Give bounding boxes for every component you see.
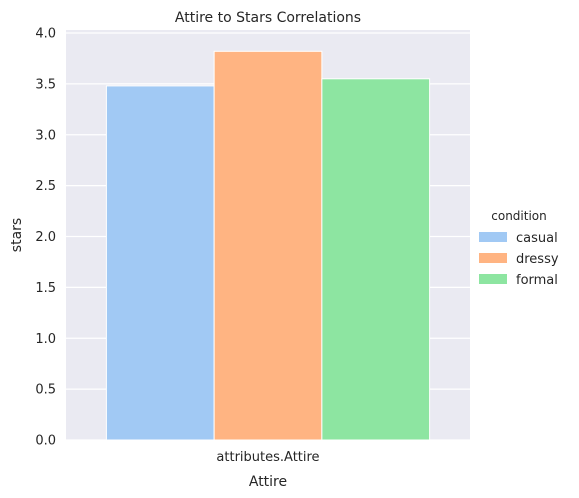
y-tick-label: 3.0 <box>35 128 56 143</box>
y-tick-label: 4.0 <box>35 27 56 42</box>
x-tick-labels: attributes.Attire <box>216 450 319 465</box>
legend-label-casual: casual <box>516 231 558 246</box>
legend-label-formal: formal <box>516 273 558 288</box>
legend-swatch-formal <box>479 274 507 284</box>
chart-title: Attire to Stars Correlations <box>175 10 361 26</box>
y-axis-label: stars <box>9 218 25 252</box>
legend-swatch-casual <box>479 232 507 242</box>
x-tick-label: attributes.Attire <box>216 450 319 465</box>
y-tick-label: 1.5 <box>35 281 56 296</box>
y-tick-labels: 0.0 0.5 1.0 1.5 2.0 2.5 3.0 3.5 4.0 <box>35 27 56 449</box>
bar-casual <box>105 85 215 441</box>
legend-swatch-dressy <box>479 253 507 263</box>
bars <box>105 50 431 441</box>
legend: condition casual dressy formal <box>479 209 559 288</box>
y-tick-label: 2.0 <box>35 230 56 245</box>
legend-title: condition <box>491 209 546 223</box>
bar-formal <box>321 78 431 441</box>
y-tick-label: 3.5 <box>35 77 56 92</box>
x-axis-label: Attire <box>249 474 287 490</box>
y-tick-label: 1.0 <box>35 332 56 347</box>
bar-dressy <box>213 50 323 441</box>
y-tick-label: 0.0 <box>35 434 56 449</box>
legend-label-dressy: dressy <box>516 252 559 267</box>
y-tick-label: 2.5 <box>35 179 56 194</box>
y-tick-label: 0.5 <box>35 383 56 398</box>
